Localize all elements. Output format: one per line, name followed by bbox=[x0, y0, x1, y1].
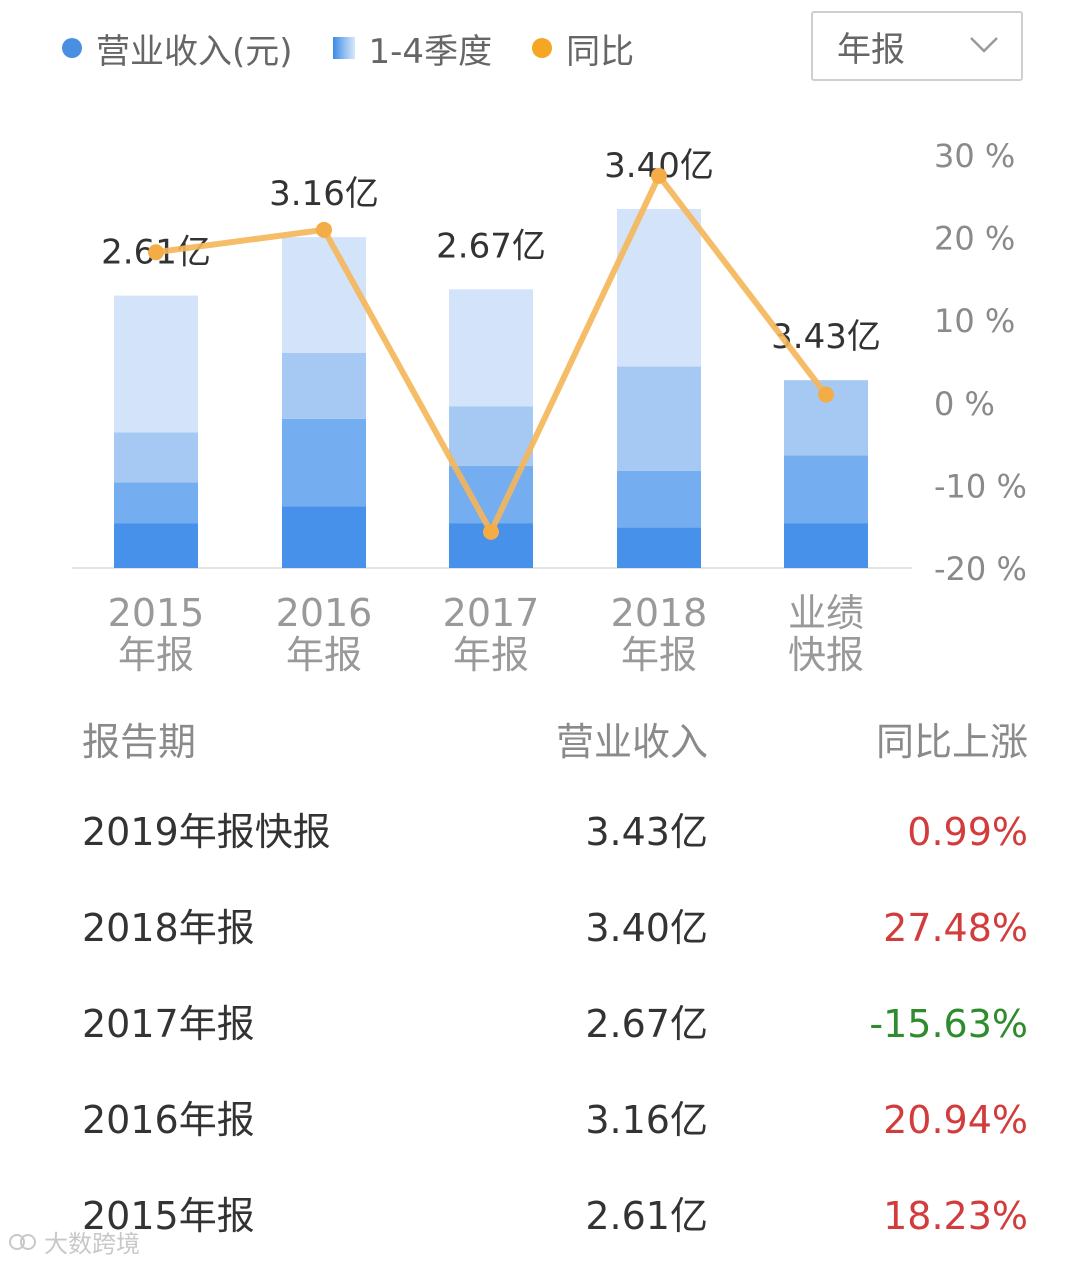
legend-dot-revenue bbox=[62, 38, 82, 58]
row-yoy: -15.63% bbox=[869, 1002, 1028, 1046]
chart-legend: 营业收入(元) 1-4季度 同比 bbox=[62, 22, 634, 74]
legend-label-quarters: 1-4季度 bbox=[368, 31, 493, 72]
yoy-point bbox=[818, 386, 834, 403]
bar-value-label: 3.16亿 bbox=[269, 174, 379, 214]
bar-segment-q3 bbox=[114, 432, 198, 483]
x-axis-category-label: 年报 bbox=[453, 633, 529, 677]
table-row[interactable]: 2017年报 2.67亿 -15.63% bbox=[0, 976, 1080, 1072]
table-row[interactable]: 2019年报快报 3.43亿 0.99% bbox=[0, 784, 1080, 880]
x-axis-category-label: 快报 bbox=[788, 633, 864, 677]
bar-segment-q2 bbox=[784, 455, 868, 524]
bar-segment-q4 bbox=[282, 237, 366, 353]
row-yoy: 0.99% bbox=[907, 810, 1028, 854]
bar-segment-q3 bbox=[282, 352, 366, 419]
bar-segment-q1 bbox=[114, 523, 198, 568]
bar-segment-q1 bbox=[784, 523, 868, 568]
legend-label-yoy: 同比 bbox=[566, 31, 635, 72]
table-row[interactable]: 2015年报 2.61亿 18.23% bbox=[0, 1168, 1080, 1264]
legend-item-quarters[interactable]: 1-4季度 bbox=[332, 24, 493, 73]
x-axis-category-label: 2015 bbox=[108, 591, 205, 635]
table-row[interactable]: 2018年报 3.40亿 27.48% bbox=[0, 880, 1080, 976]
logo-icon bbox=[9, 1233, 36, 1250]
row-revenue: 3.40亿 bbox=[585, 906, 708, 950]
watermark-text: 大数跨境 bbox=[44, 1230, 140, 1258]
chevron-down-icon bbox=[970, 37, 998, 53]
header-yoy: 同比上涨 bbox=[875, 720, 1028, 764]
bar-segment-q4 bbox=[449, 289, 533, 407]
revenue-chart: 30 %20 %10 %0 %-10 %-20 %2015年报2016年报201… bbox=[72, 137, 1027, 677]
bar-segment-q2 bbox=[114, 482, 198, 524]
yoy-point bbox=[316, 221, 332, 238]
table-header: 报告期 营业收入 同比上涨 bbox=[0, 700, 1080, 784]
bar-segment-q3 bbox=[617, 366, 701, 471]
legend-item-revenue[interactable]: 营业收入(元) bbox=[62, 24, 293, 73]
x-axis-category-label: 年报 bbox=[118, 633, 194, 677]
x-axis-category-label: 2018 bbox=[611, 591, 708, 635]
bar-segment-q2 bbox=[617, 470, 701, 528]
period-select-value: 年报 bbox=[837, 29, 905, 70]
yoy-point bbox=[483, 523, 499, 540]
legend-label-revenue: 营业收入(元) bbox=[96, 31, 293, 72]
right-axis-tick-label: -10 % bbox=[934, 467, 1027, 505]
x-axis-category-label: 业绩 bbox=[788, 591, 864, 635]
bar-segment-q1 bbox=[282, 506, 366, 568]
legend-item-yoy[interactable]: 同比 bbox=[532, 24, 634, 73]
right-axis-tick-label: 30 % bbox=[934, 137, 1015, 175]
row-revenue: 2.67亿 bbox=[585, 1002, 708, 1046]
bar-value-label: 3.43亿 bbox=[771, 317, 881, 357]
row-revenue: 3.16亿 bbox=[585, 1098, 708, 1142]
period-select[interactable]: 年报 bbox=[811, 11, 1023, 81]
revenue-table: 报告期 营业收入 同比上涨 2019年报快报 3.43亿 0.99% 2018年… bbox=[0, 700, 1080, 1264]
x-axis-category-label: 年报 bbox=[286, 633, 362, 677]
row-revenue: 2.61亿 bbox=[585, 1194, 708, 1238]
bar-value-label: 2.67亿 bbox=[436, 226, 546, 266]
row-yoy: 18.23% bbox=[883, 1194, 1028, 1238]
bar-segment-q1 bbox=[617, 527, 701, 568]
yoy-point bbox=[148, 244, 164, 261]
row-period: 2018年报 bbox=[82, 906, 255, 950]
bar-segment-q3 bbox=[449, 406, 533, 466]
legend-swatch-quarters bbox=[332, 37, 355, 59]
right-axis-tick-label: 0 % bbox=[934, 385, 995, 423]
row-period: 2017年报 bbox=[82, 1002, 255, 1046]
row-period: 2015年报 bbox=[82, 1194, 255, 1238]
right-axis-tick-label: 20 % bbox=[934, 220, 1015, 258]
right-axis-tick-label: 10 % bbox=[934, 302, 1015, 340]
row-period: 2019年报快报 bbox=[82, 810, 331, 854]
row-revenue: 3.43亿 bbox=[585, 810, 708, 854]
row-period: 2016年报 bbox=[82, 1098, 255, 1142]
yoy-point bbox=[651, 167, 667, 184]
row-yoy: 20.94% bbox=[883, 1098, 1028, 1142]
watermark: 大数跨境 bbox=[8, 1224, 140, 1259]
header-period: 报告期 bbox=[82, 720, 197, 764]
table-row[interactable]: 2016年报 3.16亿 20.94% bbox=[0, 1072, 1080, 1168]
right-axis-tick-label: -20 % bbox=[934, 550, 1027, 588]
row-yoy: 27.48% bbox=[883, 906, 1028, 950]
x-axis-category-label: 2016 bbox=[276, 591, 373, 635]
bar-segment-q2 bbox=[282, 418, 366, 507]
header-revenue: 营业收入 bbox=[555, 720, 708, 764]
bar-segment-q4 bbox=[114, 295, 198, 433]
x-axis-category-label: 年报 bbox=[621, 633, 697, 677]
legend-dot-yoy bbox=[532, 38, 553, 58]
x-axis-category-label: 2017 bbox=[443, 591, 540, 635]
